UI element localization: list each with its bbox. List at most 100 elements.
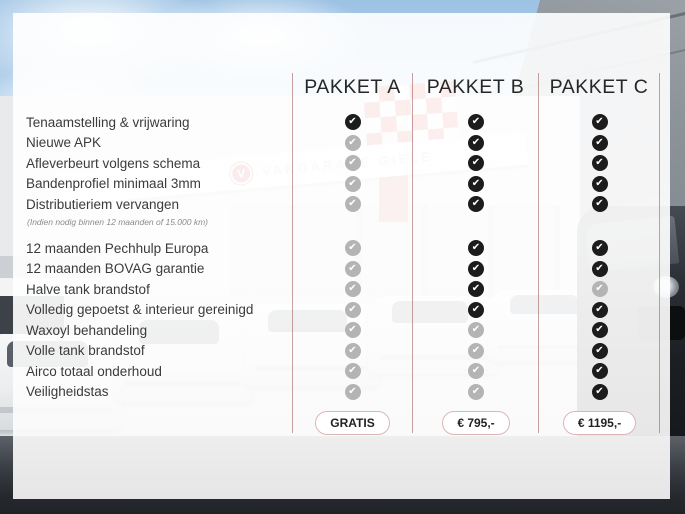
feature-label: Tenaamstelling & vrijwaring xyxy=(26,114,190,130)
excluded-check-icon: ✔ xyxy=(468,342,484,359)
check-cell-pakket-a: ✔ xyxy=(292,281,413,298)
feature-label: Distributieriem vervangen xyxy=(26,196,180,212)
column-divider xyxy=(292,73,293,433)
included-check-icon: ✔ xyxy=(591,383,608,400)
price-button-wrap-c: € 1195,- xyxy=(539,411,660,435)
feature-row: Volle tank brandstof ✔ ✔ ✔ xyxy=(0,341,660,362)
check-cell-pakket-c: ✔ xyxy=(539,281,660,298)
check-cell-pakket-c: ✔ xyxy=(539,175,660,192)
feature-row: Halve tank brandstof ✔ ✔ ✔ xyxy=(0,279,660,300)
check-cell-pakket-a: ✔ xyxy=(292,322,413,339)
feature-label: Volledig gepoetst & interieur gereinigd xyxy=(26,302,254,318)
excluded-check-icon: ✔ xyxy=(344,322,361,339)
check-cell-pakket-b: ✔ xyxy=(413,260,539,277)
excluded-check-icon: ✔ xyxy=(468,383,484,400)
column-header-pakket-b: PAKKET B xyxy=(426,75,525,98)
feature-row: Afleverbeurt volgens schema ✔ ✔ ✔ xyxy=(0,153,660,174)
excluded-check-icon: ✔ xyxy=(591,281,608,298)
check-cell-pakket-a: ✔ xyxy=(292,196,413,213)
included-check-icon: ✔ xyxy=(591,301,608,318)
check-cell-pakket-b: ✔ xyxy=(413,342,539,359)
feature-row: Nieuwe APK ✔ ✔ ✔ xyxy=(0,133,660,154)
feature-label: Nieuwe APK xyxy=(26,135,102,151)
included-check-icon: ✔ xyxy=(468,114,484,131)
check-cell-pakket-a: ✔ xyxy=(292,383,413,400)
check-cell-pakket-c: ✔ xyxy=(539,322,660,339)
check-cell-pakket-b: ✔ xyxy=(413,196,539,213)
included-check-icon: ✔ xyxy=(468,175,484,192)
feature-row: Bandenprofiel minimaal 3mm ✔ ✔ ✔ xyxy=(0,174,660,195)
check-cell-pakket-c: ✔ xyxy=(539,240,660,257)
included-check-icon: ✔ xyxy=(468,155,484,172)
column-header-pakket-a: PAKKET A xyxy=(304,75,401,98)
check-cell-pakket-a: ✔ xyxy=(292,175,413,192)
feature-row: Distributieriem vervangen ✔ ✔ ✔ xyxy=(0,194,660,215)
price-button-pakket-b[interactable]: € 795,- xyxy=(442,411,510,435)
check-cell-pakket-c: ✔ xyxy=(539,301,660,318)
included-check-icon: ✔ xyxy=(468,260,484,277)
included-check-icon: ✔ xyxy=(591,134,608,151)
feature-label: 12 maanden Pechhulp Europa xyxy=(26,240,209,256)
check-cell-pakket-a: ✔ xyxy=(292,342,413,359)
feature-rows: Tenaamstelling & vrijwaring ✔ ✔ ✔ Nieuwe… xyxy=(0,112,660,402)
check-cell-pakket-b: ✔ xyxy=(413,301,539,318)
feature-note: (Indien nodig binnen 12 maanden of 15.00… xyxy=(27,216,208,227)
excluded-check-icon: ✔ xyxy=(344,281,361,298)
excluded-check-icon: ✔ xyxy=(344,342,361,359)
column-header-pakket-c: PAKKET C xyxy=(549,75,649,98)
feature-label: Bandenprofiel minimaal 3mm xyxy=(26,176,201,192)
check-cell-pakket-b: ✔ xyxy=(413,114,539,131)
excluded-check-icon: ✔ xyxy=(468,322,484,339)
check-cell-pakket-a: ✔ xyxy=(292,240,413,257)
feature-row: Airco totaal onderhoud ✔ ✔ ✔ xyxy=(0,361,660,382)
price-button-wrap-b: € 795,- xyxy=(413,411,539,435)
check-cell-pakket-b: ✔ xyxy=(413,383,539,400)
feature-label: 12 maanden BOVAG garantie xyxy=(26,261,205,277)
excluded-check-icon: ✔ xyxy=(344,260,361,277)
check-cell-pakket-c: ✔ xyxy=(539,114,660,131)
included-check-icon: ✔ xyxy=(591,175,608,192)
check-cell-pakket-a: ✔ xyxy=(292,301,413,318)
price-button-pakket-a[interactable]: GRATIS xyxy=(315,411,390,435)
excluded-check-icon: ✔ xyxy=(344,155,361,172)
feature-label: Volle tank brandstof xyxy=(26,343,145,359)
excluded-check-icon: ✔ xyxy=(344,383,361,400)
check-cell-pakket-c: ✔ xyxy=(539,383,660,400)
feature-label: Airco totaal onderhoud xyxy=(26,363,162,379)
included-check-icon: ✔ xyxy=(591,114,608,131)
price-button-pakket-c[interactable]: € 1195,- xyxy=(562,411,637,435)
check-cell-pakket-b: ✔ xyxy=(413,240,539,257)
check-cell-pakket-b: ✔ xyxy=(413,155,539,172)
included-check-icon: ✔ xyxy=(344,114,361,131)
column-divider xyxy=(538,73,539,433)
check-cell-pakket-a: ✔ xyxy=(292,134,413,151)
included-check-icon: ✔ xyxy=(468,134,484,151)
feature-row: Tenaamstelling & vrijwaring ✔ ✔ ✔ xyxy=(0,112,660,133)
excluded-check-icon: ✔ xyxy=(468,363,484,380)
excluded-check-icon: ✔ xyxy=(344,301,361,318)
check-cell-pakket-b: ✔ xyxy=(413,281,539,298)
included-check-icon: ✔ xyxy=(591,322,608,339)
check-cell-pakket-b: ✔ xyxy=(413,134,539,151)
included-check-icon: ✔ xyxy=(468,281,484,298)
excluded-check-icon: ✔ xyxy=(344,196,361,213)
check-cell-pakket-c: ✔ xyxy=(539,342,660,359)
check-cell-pakket-b: ✔ xyxy=(413,175,539,192)
feature-label: Waxoyl behandeling xyxy=(26,322,148,338)
feature-row: Veiligheidstas ✔ ✔ ✔ xyxy=(0,382,660,403)
check-cell-pakket-c: ✔ xyxy=(539,134,660,151)
check-cell-pakket-a: ✔ xyxy=(292,363,413,380)
price-button-wrap-a: GRATIS xyxy=(292,411,413,435)
check-cell-pakket-c: ✔ xyxy=(539,196,660,213)
included-check-icon: ✔ xyxy=(591,342,608,359)
feature-row: 12 maanden BOVAG garantie ✔ ✔ ✔ xyxy=(0,259,660,280)
check-cell-pakket-b: ✔ xyxy=(413,322,539,339)
included-check-icon: ✔ xyxy=(591,196,608,213)
check-cell-pakket-c: ✔ xyxy=(539,260,660,277)
included-check-icon: ✔ xyxy=(468,196,484,213)
column-divider xyxy=(412,73,413,433)
check-cell-pakket-b: ✔ xyxy=(413,363,539,380)
check-cell-pakket-a: ✔ xyxy=(292,114,413,131)
included-check-icon: ✔ xyxy=(591,240,608,257)
